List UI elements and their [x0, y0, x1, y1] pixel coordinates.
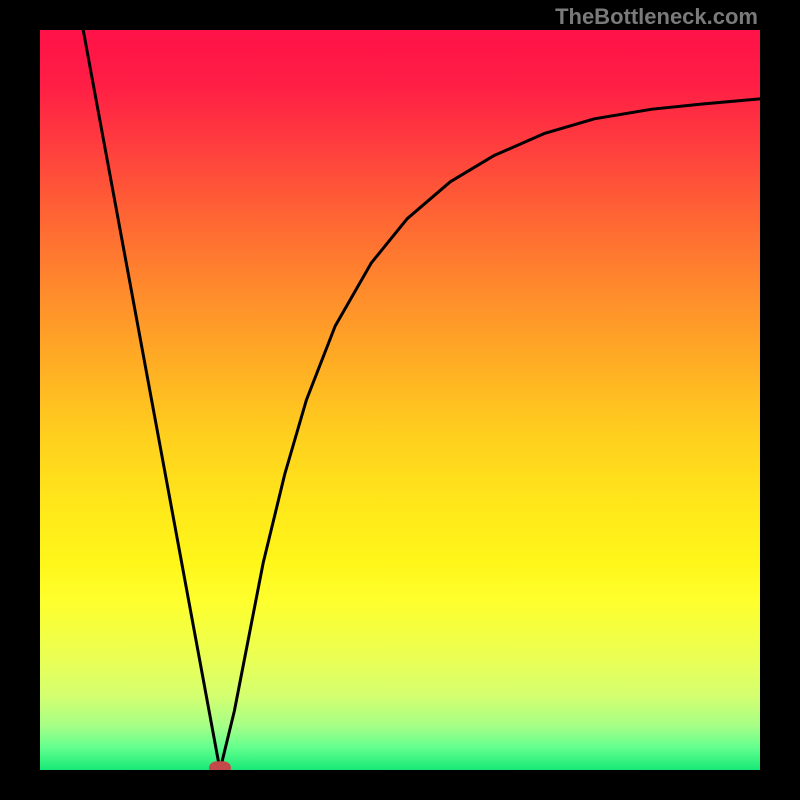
- curve-layer: [40, 30, 760, 770]
- min-marker: [209, 761, 231, 770]
- curve-left-line: [83, 30, 220, 770]
- curve-right-curve: [220, 99, 760, 770]
- watermark-text: TheBottleneck.com: [555, 4, 758, 30]
- plot-area: [40, 30, 760, 770]
- chart-container: TheBottleneck.com: [0, 0, 800, 800]
